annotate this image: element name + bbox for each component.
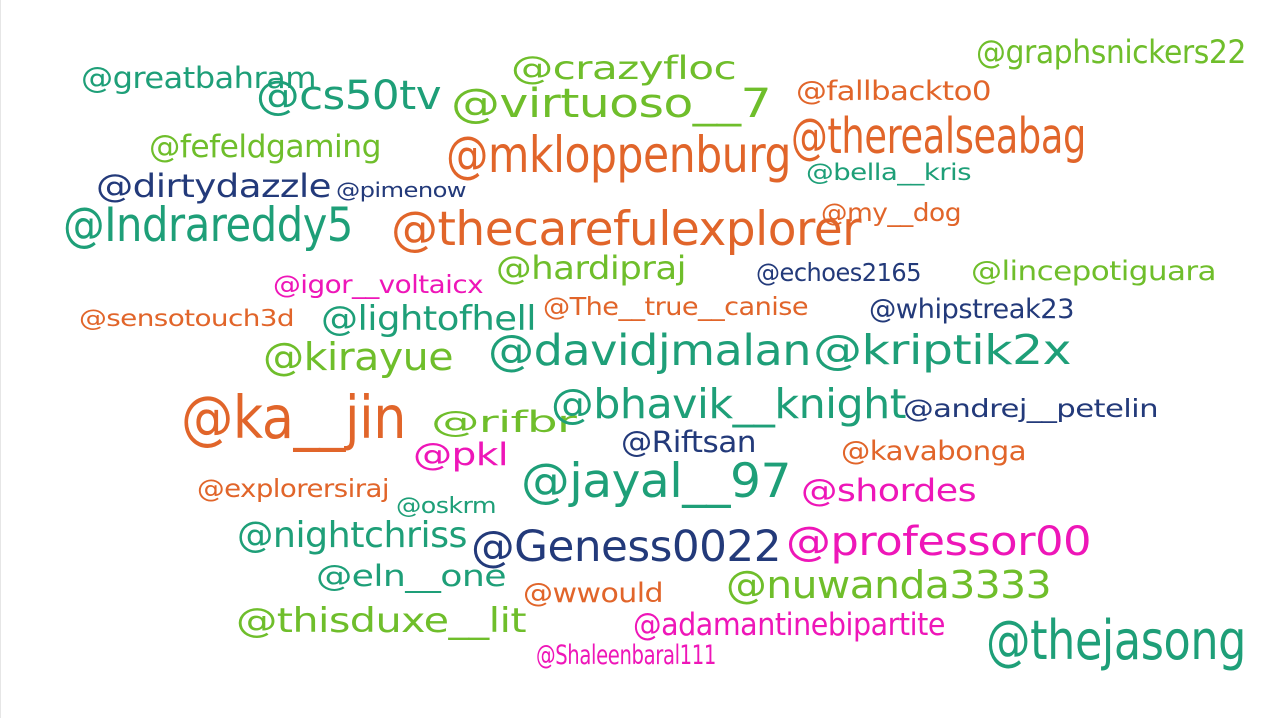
word-kavabonga: @kavabonga [841,436,1027,467]
word-rifbr: @rifbr [431,405,577,439]
word-eln-one: @eln__one [316,559,507,593]
word-nuwanda3333: @nuwanda3333 [726,563,1052,607]
word-nightchriss: @nightchriss [237,515,468,556]
word-oskrm: @oskrm [396,494,497,519]
word-bella-kris: @bella__kris [806,160,972,186]
word-shaleenbaral111: @Shaleenbaral111 [536,640,716,671]
word-whipstreak23: @whipstreak23 [869,294,1075,325]
word-geness0022: @Geness0022 [471,522,782,572]
word-explorersiraj: @explorersiraj [197,474,390,503]
word-dirtydazzle: @dirtydazzle [96,167,332,205]
word-davidjmalan: @davidjmalan [488,326,812,376]
word-riftsan: @Riftsan [621,425,757,459]
word-lincepotiguara: @lincepotiguara [971,256,1217,287]
word-mkloppenburg: @mkloppenburg [446,126,792,184]
word-graphsnickers22: @graphsnickers22 [976,33,1246,71]
word-wwould: @wwould [523,578,664,609]
word-igor-voltaicx: @igor__voltaicx [273,270,484,299]
word-lightofhell: @lightofhell [321,299,537,339]
word-sensotouch3d: @sensotouch3d [79,306,295,332]
word-thecarefulexplorer: @thecarefulexplorer [391,202,862,257]
word-bhavik-knight: @bhavik__knight [551,380,907,428]
word-kriptik2x: @kriptik2x [813,326,1072,374]
word-professor00: @professor00 [786,519,1092,565]
word-kirayue: @kirayue [263,335,454,379]
word-pkl: @pkl [413,437,509,473]
word-indrareddy5: @Indrareddy5 [63,198,354,253]
word-thisduxe-lit: @thisduxe__lit [236,601,527,641]
word-greatbahram: @greatbahram [81,61,317,95]
word-fefeldgaming: @fefeldgaming [149,129,381,165]
word-fallbackto0: @fallbackto0 [796,76,992,107]
word-jayal-97: @jayal__97 [521,454,792,509]
word-ka-jin: @ka__jin [181,383,407,452]
word-cs50tv: @cs50tv [256,73,442,119]
word-therealseabag: @therealseabag [791,108,1086,165]
word-the-true-canise: @The__true__canise [543,292,809,321]
word-crazyfloc: @crazyfloc [511,49,737,87]
word-hardipraj: @hardipraj [496,249,687,287]
word-shordes: @shordes [801,473,977,509]
word-andrej-petelin: @andrej__petelin [903,394,1159,423]
word-virtuoso-7: @virtuoso__7 [451,81,772,127]
word-thejasong: @thejasong [986,609,1247,672]
word-echoes2165: @echoes2165 [756,258,921,287]
word-adamantinebipartite: @adamantinebipartite [633,607,945,643]
word-my-dog: @my__dog [821,198,962,227]
word-pimenow: @pimenow [336,178,467,202]
